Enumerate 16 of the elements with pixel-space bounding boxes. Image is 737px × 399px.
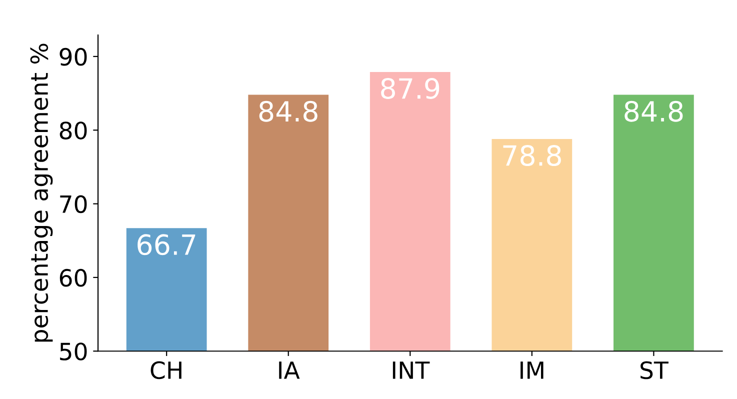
x-tick-label: IA [279,362,300,379]
y-axis-title: percentage agreement % [30,44,53,342]
y-tick-label: 60 [60,268,87,287]
x-tick-label: CH [150,361,182,380]
y-tick-label: 90 [60,48,87,66]
data-label: 84.8 [259,100,318,122]
y-tick-label: 80 [60,122,87,140]
data-label: 87.9 [381,78,440,99]
data-label: 84.8 [624,100,683,122]
y-tick-label: 70 [60,195,87,214]
data-label: 78.8 [503,145,561,166]
y-tick-label: 50 [60,342,87,360]
x-tick-label: IM [520,362,544,379]
x-tick-label: INT [392,362,430,379]
x-tick-label: ST [640,361,668,380]
data-label: 66.7 [138,234,196,256]
